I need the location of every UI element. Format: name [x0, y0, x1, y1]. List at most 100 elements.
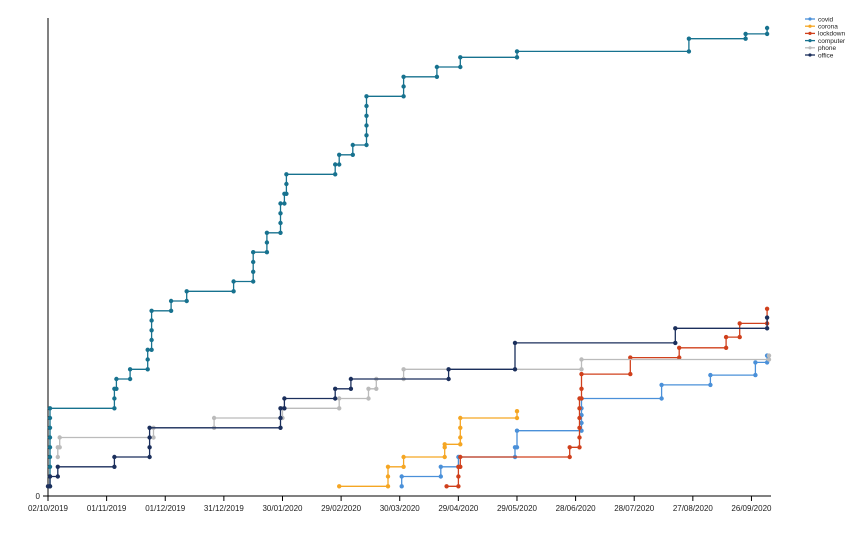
data-point — [364, 103, 369, 109]
data-point — [579, 396, 584, 401]
data-point — [278, 425, 283, 430]
x-tick-label: 29/04/2020 — [438, 504, 479, 513]
data-point — [577, 435, 582, 440]
data-point — [764, 315, 770, 320]
data-point — [127, 376, 133, 382]
data-point — [364, 142, 369, 148]
data-point — [458, 435, 463, 440]
series-line-phone — [57, 355, 770, 457]
series-phone — [55, 353, 772, 460]
data-point — [438, 474, 443, 479]
data-point — [57, 435, 62, 440]
data-point — [628, 371, 633, 377]
data-point — [514, 445, 520, 450]
data-point — [264, 230, 270, 235]
data-point — [112, 396, 117, 401]
data-point — [456, 484, 461, 489]
legend-item-office: office — [805, 52, 834, 59]
data-point — [401, 367, 406, 372]
x-tick-label: 29/05/2020 — [497, 504, 538, 513]
x-tick-label: 29/02/2020 — [321, 504, 362, 513]
data-point — [514, 415, 520, 421]
data-point — [764, 326, 770, 331]
data-point — [659, 396, 664, 401]
data-point — [278, 220, 283, 226]
x-tick-label: 01/12/2019 — [145, 504, 186, 513]
data-point — [673, 340, 678, 346]
data-point — [458, 55, 463, 60]
data-point — [401, 94, 406, 99]
legend-marker — [808, 53, 812, 57]
data-point — [677, 355, 682, 360]
data-point — [47, 445, 53, 450]
data-point — [348, 376, 354, 382]
series-line-office — [48, 317, 768, 487]
data-point — [579, 371, 584, 377]
data-point — [401, 454, 406, 460]
legend-label: corona — [818, 24, 838, 31]
data-point — [385, 474, 391, 479]
data-point — [337, 162, 342, 167]
data-point — [264, 240, 270, 245]
data-point — [628, 355, 633, 360]
data-point — [764, 25, 770, 31]
data-point — [47, 484, 53, 489]
data-point — [385, 484, 391, 489]
data-point — [458, 415, 463, 421]
data-point — [743, 36, 748, 41]
data-point — [337, 406, 342, 411]
data-point — [723, 334, 729, 340]
data-point — [442, 454, 447, 460]
data-point — [446, 367, 451, 372]
legend-item-lockdown: lockdown — [805, 31, 845, 38]
data-point — [348, 386, 354, 391]
data-point — [434, 74, 440, 80]
data-point — [743, 31, 748, 37]
data-point — [55, 454, 60, 460]
data-point — [385, 464, 391, 469]
series-line-computer — [49, 28, 768, 487]
data-point — [231, 279, 236, 284]
data-point — [211, 415, 217, 421]
x-tick-label: 28/06/2020 — [556, 504, 597, 513]
data-point — [434, 64, 440, 70]
data-point — [147, 454, 152, 460]
x-tick-label: 30/01/2020 — [262, 504, 303, 513]
legend-marker — [808, 17, 812, 21]
y-tick-label: 0 — [36, 492, 41, 501]
data-point — [145, 367, 150, 372]
data-point — [337, 396, 342, 401]
x-tick-label: 27/08/2020 — [673, 504, 714, 513]
data-point — [47, 435, 53, 440]
data-point — [149, 347, 154, 352]
data-point — [577, 445, 582, 450]
data-point — [127, 367, 133, 372]
data-point — [149, 318, 154, 323]
data-point — [278, 230, 283, 235]
data-point — [114, 386, 119, 391]
data-point — [278, 406, 283, 411]
data-point — [753, 372, 758, 378]
data-point — [659, 382, 664, 388]
legend-label: covid — [818, 16, 834, 23]
data-point — [444, 484, 449, 489]
data-point — [282, 396, 287, 401]
data-point — [438, 464, 443, 469]
x-tick-label: 28/07/2020 — [614, 504, 655, 513]
data-point — [337, 484, 342, 489]
data-point — [112, 464, 117, 469]
data-point — [55, 474, 60, 479]
data-point — [251, 250, 256, 255]
data-point — [577, 406, 582, 411]
data-point — [366, 386, 371, 391]
data-point — [514, 428, 520, 433]
data-point — [184, 289, 189, 294]
data-point — [278, 201, 283, 206]
x-tick-label: 01/11/2019 — [87, 504, 127, 513]
data-point — [458, 442, 463, 447]
data-point — [764, 306, 770, 311]
data-point — [145, 347, 150, 352]
data-point — [766, 353, 772, 358]
legend-label: phone — [818, 45, 836, 52]
